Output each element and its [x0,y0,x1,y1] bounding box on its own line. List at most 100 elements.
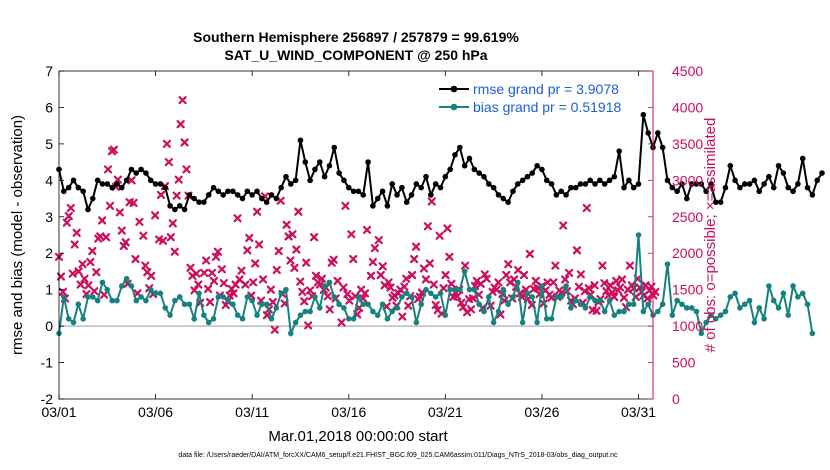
rmse-point [727,162,734,169]
bias-point [205,319,212,326]
rmse-point [128,166,135,173]
bias-point [457,286,463,293]
obs-count-marker [519,270,529,280]
rmse-point [152,181,159,187]
x-tick-label: 03/06 [138,404,173,420]
obs-count-marker [410,254,419,264]
rmse-point [423,173,429,180]
obs-count-marker [302,258,311,267]
rmse-point [814,177,820,184]
bias-point [399,294,405,300]
rmse-point [109,184,115,191]
rmse-point [418,184,424,191]
rmse-point [288,181,294,187]
bias-point [138,294,144,300]
rmse-point [717,199,724,205]
obs-count-marker [402,274,411,283]
legend-bias-marker [450,103,458,111]
obs-count-marker [178,96,187,105]
bias-point [268,316,275,322]
obs-count-marker [258,275,268,284]
bias-point [510,294,516,300]
rmse-point [457,144,463,151]
rmse-point [495,192,502,198]
obs-count-marker [172,191,181,200]
obs-count-marker [423,222,432,231]
bias-point [611,312,618,318]
bias-point [191,316,198,322]
rmse-point [732,177,738,184]
rmse-point [374,195,381,202]
bias-point [693,308,700,315]
x-axis: 03/01 03/06 03/11 03/16 03/21 03/26 03/31 [41,71,656,420]
rmse-point [563,192,569,198]
bias-point [732,290,738,297]
obs-count-marker [105,201,115,210]
bias-point [152,290,159,297]
obs-count-marker [435,231,444,240]
rmse-point [466,155,473,162]
bias-point [215,294,222,300]
bias-point [534,319,540,326]
bias-point [172,297,178,304]
rmse-point [775,162,782,169]
obs-count-marker [408,270,417,280]
rmse-point [244,188,251,195]
obs-count-marker [643,294,652,303]
bias-point [128,283,135,289]
legend: rmse grand pr = 3.9078 bias grand pr = 0… [439,81,621,115]
rmse-point [360,192,367,198]
bias-point [679,301,685,308]
obs-count-marker [482,274,491,283]
bias-point [283,286,289,293]
obs-count-marker [443,224,452,233]
obs-count-marker [249,278,258,287]
obs-count-marker [76,280,85,289]
rmse-point [461,162,468,169]
rmse-point [780,170,787,176]
rmse-point [249,192,255,198]
bias-point [708,312,714,318]
bias-point [99,279,106,286]
obs-count-marker [205,297,215,307]
bias-point [147,286,154,293]
rmse-point [239,195,246,202]
rmse-point [756,188,763,195]
obs-count-marker [74,267,83,276]
rmse-point [336,170,342,176]
bias-point [524,290,531,297]
bias-point [587,294,594,300]
obs-count-marker [66,203,75,213]
obs-count-marker [390,291,399,300]
rmse-point [399,184,405,191]
obs-count-marker [468,294,478,303]
obs-count-marker [270,325,279,334]
obs-count-marker [457,298,466,307]
bias-point [684,305,690,311]
bias-point [259,301,265,308]
y-tick-left-label: -2 [41,391,54,407]
bias-point [741,301,748,308]
rmse-point [529,170,536,176]
obs-count-marker [341,201,350,210]
bias-point [143,297,149,304]
bias-point [370,308,376,315]
rmse-point [365,159,371,165]
obs-count-marker [298,287,307,296]
bias-point [162,305,169,311]
y-tick-right-label: 500 [672,355,696,371]
rmse-point [355,188,362,195]
obs-count-marker [266,285,275,294]
rmse-point [688,181,695,187]
obs-count-marker [374,236,383,245]
rmse-point [428,192,434,198]
rmse-point [147,177,154,184]
rmse-point [75,184,82,191]
obs-count-marker [425,259,434,268]
bias-point [698,330,705,337]
rmse-point [268,192,275,198]
rmse-point [500,195,507,202]
bias-point [297,312,304,318]
rmse-point [196,199,202,205]
bias-point [751,319,758,326]
